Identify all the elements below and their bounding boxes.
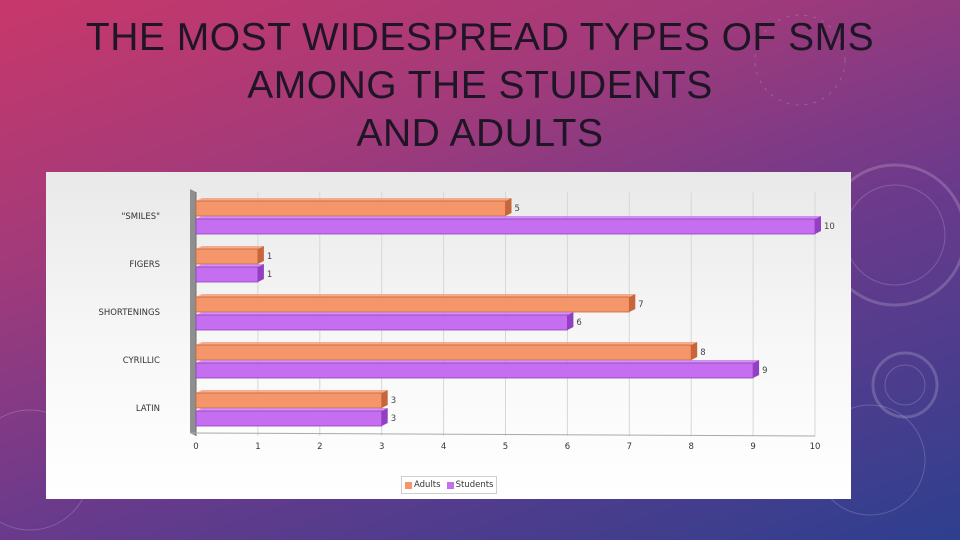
x-axis-line — [189, 432, 816, 437]
bar-top — [196, 390, 388, 393]
bar-side — [257, 264, 264, 282]
category-label: LATIN — [136, 404, 160, 414]
category-label: "SMILES" — [121, 212, 160, 222]
data-label: 8 — [700, 348, 705, 358]
bar-chart-panel: 0 1 2 3 4 5 6 7 8 9 10 "SMILES" 5 10 FIGERS 1 1 SHORTENIN… — [46, 172, 851, 499]
category-label: CYRILLIC — [123, 356, 160, 366]
category-label: FIGERS — [129, 260, 160, 270]
bar-students — [195, 266, 259, 283]
legend-item-adults: Adults — [405, 480, 441, 490]
bar-side — [691, 342, 698, 360]
x-tick-label: 0 — [193, 442, 198, 452]
data-label: 10 — [824, 222, 835, 232]
category-label: SHORTENINGS — [98, 308, 160, 318]
bar-side — [257, 246, 264, 264]
bar-top — [196, 198, 512, 201]
x-tick-label: 2 — [317, 442, 322, 452]
x-tick-label: 4 — [441, 442, 446, 452]
bar-top — [196, 246, 264, 249]
bar-top — [196, 264, 264, 267]
axis-wall — [190, 189, 196, 436]
bar-adults — [195, 392, 383, 409]
data-label: 1 — [267, 252, 272, 262]
bar-top — [196, 342, 698, 345]
x-tick-label: 5 — [503, 442, 508, 452]
legend-item-students: Students — [446, 480, 494, 490]
bar-students — [195, 314, 568, 331]
chart-legend: Adults Students — [401, 476, 498, 494]
data-label: 3 — [391, 396, 396, 406]
bar-adults — [195, 344, 692, 361]
bar-side — [505, 198, 512, 216]
bar-side — [381, 390, 388, 408]
bar-students — [195, 218, 816, 235]
bar-students — [195, 362, 754, 379]
bar-side — [381, 408, 388, 426]
legend-label-students: Students — [455, 480, 494, 490]
data-label: 6 — [576, 318, 581, 328]
slide-title-line-2: AMONG THE STUDENTS — [247, 64, 713, 107]
x-tick-label: 1 — [255, 442, 260, 452]
bar-top — [196, 360, 760, 363]
bar-students — [195, 410, 383, 427]
x-tick-label: 9 — [750, 442, 755, 452]
legend-label-adults: Adults — [414, 480, 441, 490]
data-label: 9 — [762, 366, 767, 376]
x-tick-label: 7 — [627, 442, 632, 452]
slide-title-line-1: THE MOST WIDESPREAD TYPES OF SMS — [85, 16, 875, 59]
legend-swatch-adults — [405, 481, 412, 489]
data-label: 5 — [515, 204, 520, 214]
slide-title-line-3: AND ADULTS — [356, 112, 604, 155]
bar-adults — [195, 296, 630, 313]
x-tick-label: 3 — [379, 442, 384, 452]
bar-side — [753, 360, 760, 378]
x-tick-label: 8 — [688, 442, 693, 452]
bar-top — [196, 294, 636, 297]
x-tick-label: 10 — [810, 442, 821, 452]
data-label: 7 — [638, 300, 643, 310]
bar-top — [196, 312, 574, 315]
bar-side — [815, 216, 821, 234]
bar-top — [196, 408, 388, 411]
bar-side — [567, 312, 574, 330]
bar-adults — [195, 248, 259, 265]
bar-top — [196, 216, 821, 219]
legend-swatch-students — [446, 481, 454, 489]
bar-side — [629, 294, 636, 312]
slide-title: THE MOST WIDESPREAD TYPES OF SMS AMONG T… — [0, 14, 960, 158]
x-tick-label: 6 — [565, 442, 570, 452]
bar-adults — [195, 200, 506, 217]
data-label: 1 — [267, 270, 272, 280]
data-label: 3 — [391, 414, 396, 424]
bar-chart: 0 1 2 3 4 5 6 7 8 9 10 "SMILES" 5 10 FIGERS 1 1 SHORTENIN… — [98, 189, 835, 452]
